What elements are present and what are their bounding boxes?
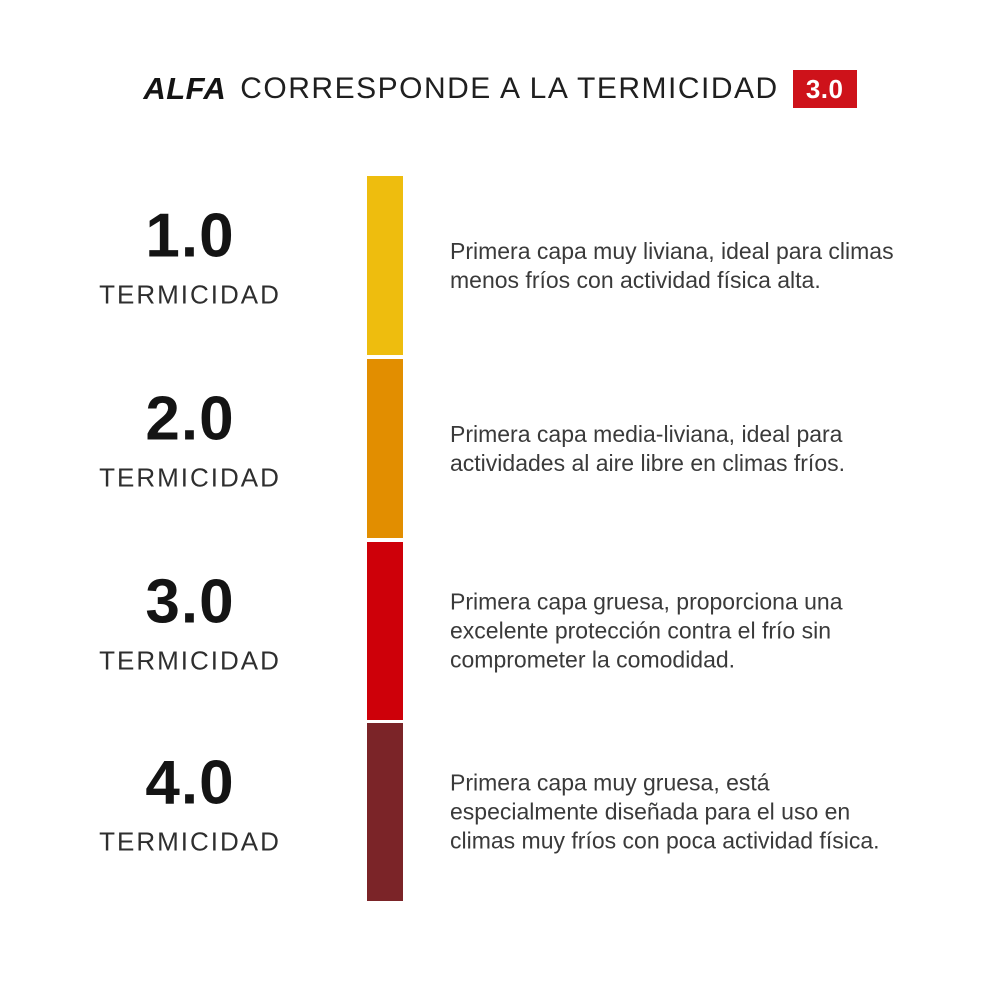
level-row-1: 1.0 TERMICIDAD Primera capa muy liviana,… — [0, 176, 1000, 355]
level-name: TERMICIDAD — [99, 462, 281, 493]
termicidad-badge: 3.0 — [792, 70, 857, 108]
header: ALFA CORRESPONDE A LA TERMICIDAD 3.0 — [0, 68, 1000, 110]
level-name: TERMICIDAD — [99, 645, 281, 676]
level-value: 2.0 — [145, 384, 235, 454]
scale-segment-1 — [367, 176, 403, 355]
level-label-3: 3.0 TERMICIDAD — [40, 571, 340, 676]
level-row-2: 2.0 TERMICIDAD Primera capa media-livian… — [0, 359, 1000, 538]
level-value: 4.0 — [145, 748, 235, 818]
scale-segment-3 — [367, 542, 403, 720]
level-value: 1.0 — [145, 201, 235, 271]
brand-name: ALFA — [143, 71, 227, 106]
level-label-1: 1.0 TERMICIDAD — [40, 201, 340, 311]
level-description-4: Primera capa muy gruesa, está especialme… — [450, 769, 880, 854]
level-row-3: 3.0 TERMICIDAD Primera capa gruesa, prop… — [0, 542, 1000, 720]
thermal-scale-bar — [367, 176, 403, 901]
level-name: TERMICIDAD — [99, 826, 281, 857]
level-description-3: Primera capa gruesa, proporciona una exc… — [450, 588, 843, 673]
level-value: 3.0 — [145, 567, 235, 637]
page-title: CORRESPONDE A LA TERMICIDAD — [240, 72, 779, 105]
scale-segment-2 — [367, 359, 403, 538]
level-description-2: Primera capa media-liviana, ideal para a… — [450, 420, 845, 476]
level-label-2: 2.0 TERMICIDAD — [40, 384, 340, 494]
level-label-4: 4.0 TERMICIDAD — [40, 752, 340, 857]
scale-segment-4 — [367, 723, 403, 901]
level-description-1: Primera capa muy liviana, ideal para cli… — [450, 237, 894, 293]
level-row-4: 4.0 TERMICIDAD Primera capa muy gruesa, … — [0, 723, 1000, 901]
level-name: TERMICIDAD — [99, 279, 281, 310]
